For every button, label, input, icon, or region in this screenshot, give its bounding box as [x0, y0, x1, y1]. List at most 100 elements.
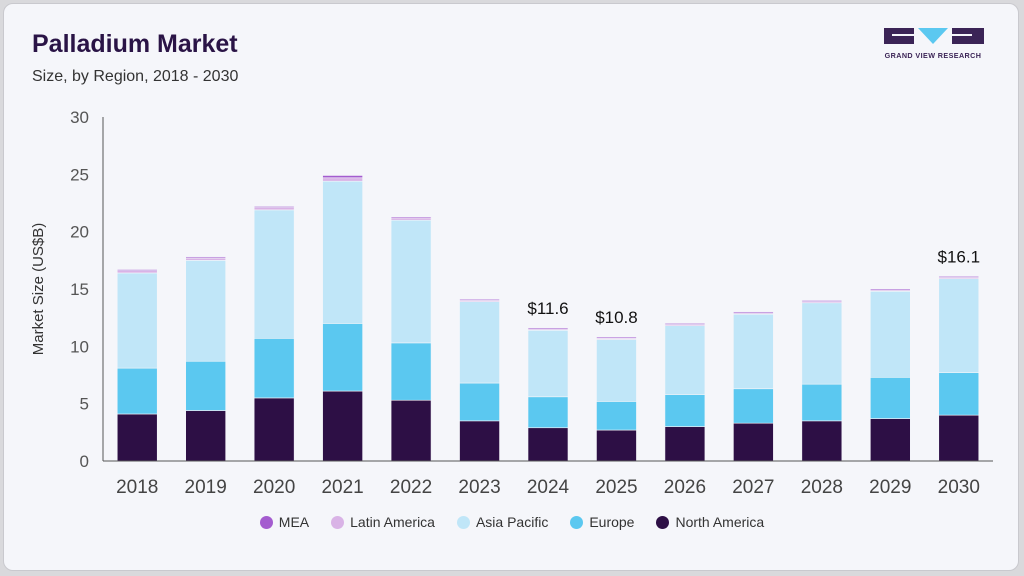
bar-segment-mea [116, 269, 158, 271]
bar-segment-asia-pacific [322, 180, 363, 324]
bar-segment-mea [801, 300, 843, 302]
legend-label: Asia Pacific [475, 514, 549, 530]
bar-segment-mea [253, 206, 295, 208]
bar-segment-latin-america [116, 270, 158, 274]
x-tick-label: 2029 [869, 477, 911, 498]
y-tick-label: 15 [70, 280, 89, 299]
bar-segment-north-america [459, 420, 500, 462]
x-tick-label: 2024 [527, 477, 570, 498]
bar-segment-europe [801, 383, 843, 422]
legend-label: MEA [278, 514, 310, 530]
x-tick-label: 2018 [116, 477, 158, 498]
legend-swatch-icon [656, 515, 670, 529]
y-tick-label: 20 [70, 223, 89, 242]
legend-label: North America [675, 514, 765, 530]
legend-item-asia-pacific: Asia Pacific [456, 514, 549, 530]
legend-label: Europe [589, 514, 635, 530]
bar-segment-mea [664, 323, 706, 325]
bar-segment-asia-pacific [459, 301, 500, 384]
bar-segment-asia-pacific [664, 325, 706, 395]
legend-item-latin-america: Latin America [331, 514, 435, 530]
y-tick-label: 30 [70, 108, 89, 127]
legend-label: Latin America [350, 514, 435, 530]
bar-segment-europe [116, 367, 158, 415]
bar-segment-asia-pacific [527, 329, 569, 398]
y-tick-label: 25 [70, 165, 89, 184]
logo-mark-icon [884, 28, 984, 44]
x-tick-label: 2028 [801, 477, 843, 498]
bar-segment-europe [596, 401, 637, 431]
legend-item-europe: Europe [570, 514, 634, 530]
bar-segment-mea [596, 336, 637, 339]
bar-segment-mea [733, 311, 774, 314]
chart-subtitle: Size, by Region, 2018 - 2030 [32, 68, 239, 85]
bar-segment-north-america [390, 399, 432, 462]
bar-segment-mea [322, 175, 363, 179]
bar-segment-asia-pacific [390, 219, 432, 344]
chart-legend: MEA Latin America Asia Pacific Europe North … [0, 514, 1024, 530]
y-tick-label: 0 [80, 452, 89, 471]
bar-segment-north-america [870, 418, 911, 462]
bar-segment-asia-pacific [870, 290, 911, 378]
bar-segment-latin-america [253, 207, 295, 211]
bar-segment-europe [459, 382, 500, 422]
x-tick-label: 2030 [938, 477, 980, 498]
y-axis-label: Market Size (US$B) [30, 223, 47, 356]
bar-segment-mea [527, 327, 569, 330]
bar-segment-mea [459, 299, 500, 301]
legend-swatch-icon [259, 515, 273, 529]
bar-segment-latin-america [185, 257, 226, 261]
legend-swatch-icon [456, 515, 470, 529]
bar-segment-mea [185, 256, 226, 259]
bar-segment-europe [664, 394, 706, 427]
y-tick-label: 10 [70, 337, 89, 356]
bar-segment-north-america [527, 427, 569, 462]
bar-segment-europe [527, 396, 569, 429]
bar-segment-latin-america [390, 217, 432, 221]
bar-segment-north-america [253, 397, 295, 462]
bar-segment-north-america [322, 390, 363, 462]
data-label: $16.1 [937, 247, 980, 266]
bar-segment-europe [938, 372, 980, 416]
chart-title: Palladium Market [32, 30, 238, 58]
bar-segment-europe [870, 376, 911, 419]
x-tick-label: 2022 [390, 477, 432, 498]
bar-segment-europe [733, 388, 774, 424]
bar-segment-latin-america [322, 177, 363, 182]
bar-segment-north-america [596, 429, 637, 462]
bar-segment-mea [938, 276, 980, 278]
bar-segment-asia-pacific [596, 339, 637, 402]
x-tick-label: 2027 [732, 477, 774, 498]
bar-segment-asia-pacific [801, 302, 843, 385]
bar-segment-north-america [116, 413, 158, 462]
bar-segment-asia-pacific [253, 209, 295, 339]
bar-segment-asia-pacific [938, 278, 980, 374]
x-tick-label: 2020 [253, 477, 295, 498]
bar-segment-europe [390, 342, 432, 401]
legend-item-mea: MEA [259, 514, 310, 530]
x-tick-label: 2026 [664, 477, 706, 498]
bar-segment-europe [322, 323, 363, 392]
y-tick-label: 5 [80, 395, 89, 414]
bar-segment-mea [870, 288, 911, 291]
bar-segment-asia-pacific [116, 272, 158, 369]
bar-segment-north-america [801, 420, 843, 462]
bar-segment-europe [253, 338, 295, 399]
grand-view-research-logo: GRAND VIEW RESEARCH [880, 24, 990, 64]
legend-item-north-america: North America [656, 514, 764, 530]
x-tick-label: 2019 [185, 477, 227, 498]
data-label: $11.6 [527, 299, 568, 318]
bar-segment-europe [185, 360, 226, 411]
bar-segment-mea [390, 216, 432, 219]
legend-swatch-icon [331, 515, 345, 529]
bar-segment-north-america [185, 410, 226, 462]
bar-segment-north-america [733, 422, 774, 462]
bar-segment-north-america [938, 414, 980, 462]
legend-swatch-icon [570, 515, 584, 529]
bar-segment-asia-pacific [185, 260, 226, 362]
bar-segment-north-america [664, 426, 706, 462]
x-tick-label: 2021 [321, 477, 363, 498]
x-tick-label: 2023 [458, 477, 500, 498]
chart-card: Palladium Market Size, by Region, 2018 -… [3, 3, 1019, 571]
